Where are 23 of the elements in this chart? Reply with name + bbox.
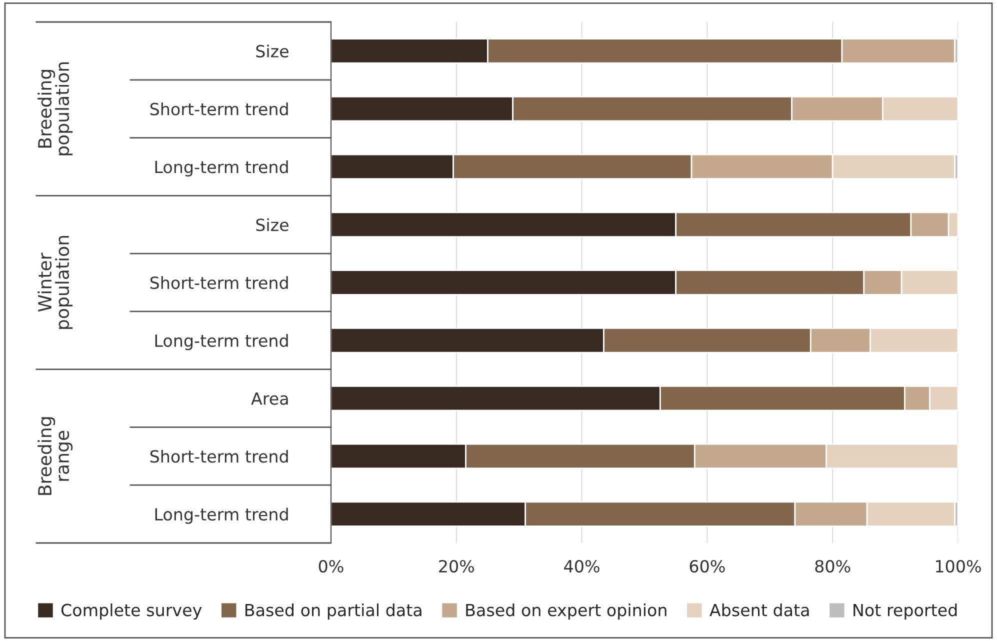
legend-label: Complete survey — [61, 603, 202, 620]
y-tick-label: Long-term trend — [155, 334, 288, 350]
y-tick-label: Short-term trend — [150, 450, 288, 463]
legend-label: Not reported — [854, 603, 957, 620]
text: Winter population — [38, 236, 73, 329]
legend-label: Based on partial data — [245, 603, 422, 620]
x-tick-label: 80% — [815, 560, 850, 573]
y-tick-label: Size — [256, 218, 288, 232]
x-tick-label: 40% — [564, 560, 600, 573]
legend-label: Absent data — [710, 603, 809, 616]
y-tick-label: Area — [251, 392, 288, 405]
legend-label: Based on expert opinion — [466, 603, 666, 620]
text: Breeding population — [38, 62, 73, 156]
y-tick-label: Long-term trend — [155, 508, 288, 524]
y-tick-label: Size — [256, 44, 288, 58]
x-tick-label: 20% — [439, 560, 474, 573]
x-tick-label: 0% — [318, 560, 344, 573]
y-tick-label: Short-term trend — [150, 276, 288, 290]
x-tick-label: 60% — [690, 560, 725, 573]
y-tick-label: Short-term trend — [150, 102, 288, 116]
y-tick-label: Long-term trend — [155, 160, 288, 177]
text: Breeding range — [38, 417, 73, 495]
x-tick-label: 100% — [936, 560, 981, 573]
